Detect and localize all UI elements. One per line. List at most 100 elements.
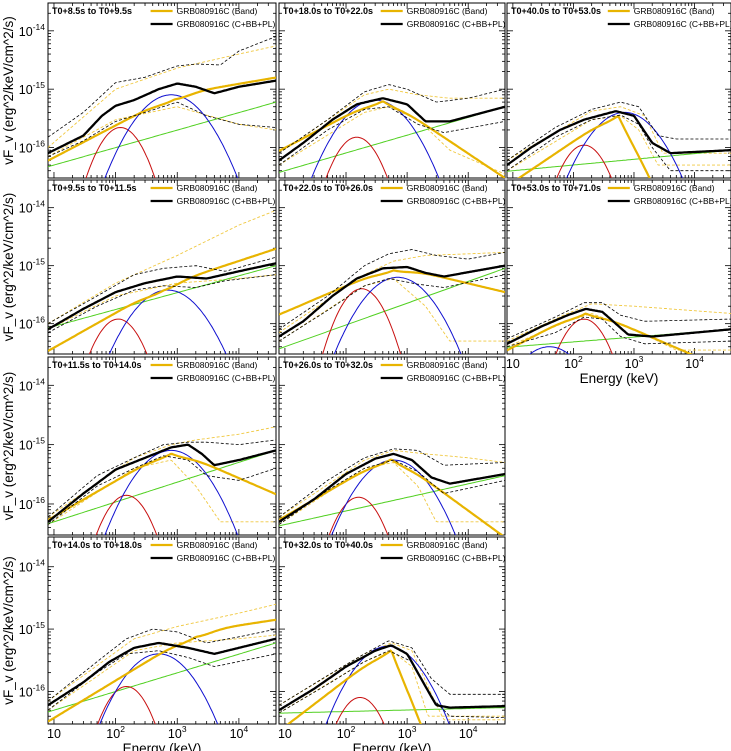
powerlaw-curve — [279, 475, 505, 527]
panel-frame — [278, 356, 506, 536]
total-lower-error-curve — [279, 274, 505, 342]
legend-band-label: GRB080916C (Band) — [407, 183, 488, 193]
y-tick-labels: 10-14 10-15 10-16 — [19, 376, 45, 512]
y-tick-labels: 10-14 10-15 10-16 — [19, 199, 45, 332]
y-axis-label-row-1: vF_v (erg^2/keV/cm^2/s) — [1, 16, 16, 164]
legend-total-label: GRB080916C (C+BB+PL) — [407, 373, 506, 383]
powerlaw-curve — [48, 449, 276, 525]
band-upper-error-curve — [279, 251, 505, 334]
legend-band-label: GRB080916C (Band) — [177, 360, 258, 370]
band-curve — [507, 312, 694, 354]
y-axis-label-row-2: vF_v (erg^2/keV/cm^2/s) — [1, 193, 16, 341]
legend-total-label: GRB080916C (C+BB+PL) — [634, 19, 731, 29]
svg-text:104: 104 — [459, 724, 478, 741]
svg-text:10-16: 10-16 — [19, 495, 45, 512]
svg-text:10-14: 10-14 — [19, 558, 45, 575]
powerlaw-curve — [48, 265, 276, 329]
total-upper-error-curve — [279, 640, 505, 706]
band-lower-error-curve — [279, 462, 505, 525]
svg-text:10-14: 10-14 — [19, 199, 45, 216]
band-lower-error-curve — [279, 650, 505, 717]
total-lower-error-curve — [507, 316, 731, 348]
spectrum-panel: T0+8.5s to T0+9.5s GRB080916C (Band) GRB08… — [19, 2, 277, 179]
band-curve — [517, 114, 651, 178]
band-lower-error-curve — [507, 115, 731, 172]
axis-ticks — [48, 179, 277, 355]
axis-ticks — [48, 536, 277, 725]
svg-text:104: 104 — [685, 354, 704, 371]
band-lower-error-curve — [48, 274, 276, 330]
blackbody-curve — [333, 276, 462, 354]
total-model-curve — [48, 443, 276, 523]
spectrum-panel: T0+14.0s to T0+18.0s GRB080916C (Band) GRB… — [19, 536, 277, 741]
axis-ticks — [507, 179, 731, 355]
spectrum-panel: T0+26.0s to T0+32.0s GRB080916C (Band) GRB… — [278, 356, 506, 536]
panel-frame — [47, 356, 277, 536]
total-lower-error-curve — [279, 106, 505, 166]
spectrum-panel: T0+11.5s to T0+14.0s GRB080916C (Band) GRB… — [19, 356, 277, 536]
total-model-curve — [279, 97, 505, 162]
panel-title: T0+22.0s to T0+26.0s — [283, 183, 373, 193]
total-lower-error-curve — [279, 650, 505, 718]
total-upper-error-curve — [48, 36, 276, 138]
cutoff-curve — [322, 288, 402, 354]
legend-total-label: GRB080916C (C+BB+PL) — [407, 196, 506, 206]
spectrum-panel: T0+32.0s to T0+40.0s GRB080916C (Band) GRB… — [278, 536, 506, 741]
legend-total-label: GRB080916C (C+BB+PL) — [177, 196, 276, 206]
total-model-curve — [279, 264, 505, 338]
powerlaw-curve — [279, 267, 505, 350]
svg-text:103: 103 — [168, 724, 187, 741]
svg-text:10-15: 10-15 — [19, 620, 45, 637]
panel-title: T0+18.0s to T0+22.0s — [283, 6, 373, 16]
total-lower-error-curve — [48, 274, 276, 334]
band-curve — [48, 452, 276, 521]
total-upper-error-curve — [507, 101, 731, 161]
band-curve — [286, 649, 422, 724]
panel-title: T0+40.0s to T0+53.0s — [511, 6, 601, 16]
panel-title: T0+8.5s to T0+9.5s — [52, 6, 132, 16]
total-lower-error-curve — [48, 101, 276, 157]
legend-band-label: GRB080916C (Band) — [177, 540, 258, 550]
total-model-curve — [48, 262, 276, 331]
legend-total-label: GRB080916C (C+BB+PL) — [634, 196, 731, 206]
band-upper-error-curve — [279, 449, 505, 518]
svg-text:102: 102 — [106, 724, 125, 741]
band-upper-error-curve — [279, 642, 505, 721]
spectrum-panel: T0+53.0s to T0+71.0s GRB080916C (Band) GRB… — [506, 179, 731, 371]
blackbody-curve — [529, 346, 570, 354]
x-axis-label-col-1: Energy (keV) — [123, 741, 202, 751]
svg-text:10-16: 10-16 — [19, 315, 45, 332]
total-upper-error-curve — [48, 256, 276, 325]
legend-total-label: GRB080916C (C+BB+PL) — [177, 373, 276, 383]
axis-ticks — [279, 2, 506, 179]
legend-band-label: GRB080916C (Band) — [177, 183, 258, 193]
x-axis-label-col-3: Energy (keV) — [580, 371, 659, 386]
svg-text:103: 103 — [625, 354, 644, 371]
legend-total-label: GRB080916C (C+BB+PL) — [177, 553, 276, 563]
axis-ticks — [279, 179, 506, 355]
svg-text:10-14: 10-14 — [19, 376, 45, 393]
band-lower-error-curve — [279, 106, 505, 175]
powerlaw-curve — [48, 642, 276, 713]
panel-frame — [47, 2, 277, 179]
legend-band-label: GRB080916C (Band) — [177, 6, 258, 16]
total-model-curve — [279, 452, 505, 523]
band-curve — [48, 76, 276, 162]
panel-frame — [506, 2, 731, 179]
band-curve — [48, 247, 276, 352]
total-upper-error-curve — [507, 302, 731, 340]
legend-total-label: GRB080916C (C+BB+PL) — [407, 553, 506, 563]
total-model-curve — [507, 110, 731, 167]
total-upper-error-curve — [48, 439, 276, 518]
total-upper-error-curve — [279, 448, 505, 518]
svg-text:102: 102 — [564, 354, 583, 371]
svg-text:103: 103 — [398, 724, 417, 741]
x-tick-labels: 10 102 103 104 — [47, 724, 248, 741]
legend-total-label: GRB080916C (C+BB+PL) — [177, 19, 276, 29]
blackbody-curve — [104, 94, 239, 178]
band-upper-error-curve — [48, 45, 276, 148]
svg-text:10-16: 10-16 — [19, 138, 45, 155]
spectrum-panel: T0+9.5s to T0+11.5s GRB080916C (Band) GRB0… — [19, 179, 277, 355]
total-upper-error-curve — [279, 84, 505, 154]
